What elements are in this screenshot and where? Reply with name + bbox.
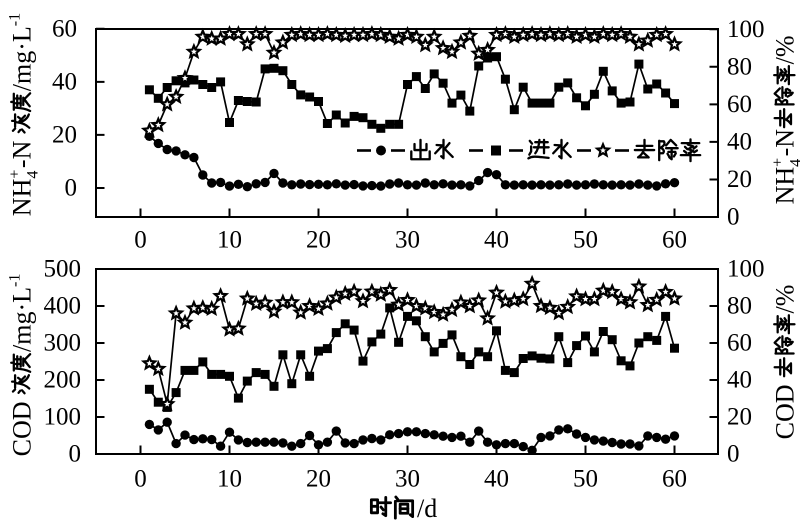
- svg-text:100: 100: [727, 16, 765, 43]
- svg-text:20: 20: [306, 227, 331, 254]
- svg-text:/mg·L: /mg·L: [8, 26, 37, 91]
- svg-text:/mg·L: /mg·L: [8, 287, 37, 352]
- svg-text:20: 20: [52, 122, 77, 149]
- svg-text:+: +: [770, 158, 787, 167]
- svg-text:4: 4: [25, 171, 42, 179]
- svg-text:80: 80: [727, 293, 752, 320]
- svg-text:NH: NH: [8, 178, 37, 216]
- svg-text:COD: COD: [8, 401, 37, 456]
- svg-text:4: 4: [788, 159, 800, 167]
- svg-text:/d: /d: [417, 494, 437, 523]
- svg-text:60: 60: [727, 91, 752, 118]
- svg-text:30: 30: [395, 227, 420, 254]
- svg-text:60: 60: [727, 330, 752, 357]
- svg-text:200: 200: [44, 367, 82, 394]
- svg-text:-N: -N: [771, 129, 800, 157]
- svg-text:NH: NH: [771, 167, 800, 205]
- svg-text:0: 0: [727, 441, 740, 468]
- svg-text:COD: COD: [771, 384, 800, 439]
- svg-text:400: 400: [44, 293, 82, 320]
- svg-text:0: 0: [727, 204, 740, 231]
- svg-text:80: 80: [727, 53, 752, 80]
- svg-text:60: 60: [662, 466, 687, 493]
- svg-text:0: 0: [134, 227, 147, 254]
- svg-text:60: 60: [52, 15, 77, 42]
- svg-text:0: 0: [65, 175, 78, 202]
- svg-text:100: 100: [727, 256, 765, 283]
- svg-text:40: 40: [484, 466, 509, 493]
- svg-text:0: 0: [69, 441, 82, 468]
- svg-text:20: 20: [727, 404, 752, 431]
- svg-text:10: 10: [217, 227, 242, 254]
- svg-text:40: 40: [727, 367, 752, 394]
- svg-text:20: 20: [306, 466, 331, 493]
- svg-text:40: 40: [727, 129, 752, 156]
- svg-text:/%: /%: [771, 36, 800, 65]
- svg-text:100: 100: [44, 404, 82, 431]
- svg-text:+: +: [7, 170, 24, 179]
- svg-text:10: 10: [217, 466, 242, 493]
- svg-text:50: 50: [573, 227, 598, 254]
- svg-text:-N: -N: [8, 140, 37, 168]
- svg-text:/%: /%: [771, 285, 800, 314]
- svg-text:40: 40: [484, 227, 509, 254]
- svg-text:30: 30: [395, 466, 420, 493]
- svg-text:300: 300: [44, 330, 82, 357]
- svg-text:500: 500: [44, 256, 82, 283]
- svg-text:50: 50: [573, 466, 598, 493]
- svg-text:-1: -1: [7, 13, 24, 26]
- svg-text:40: 40: [52, 69, 77, 96]
- svg-text:20: 20: [727, 166, 752, 193]
- svg-text:60: 60: [662, 227, 687, 254]
- svg-text:0: 0: [134, 466, 147, 493]
- svg-text:-1: -1: [7, 274, 24, 287]
